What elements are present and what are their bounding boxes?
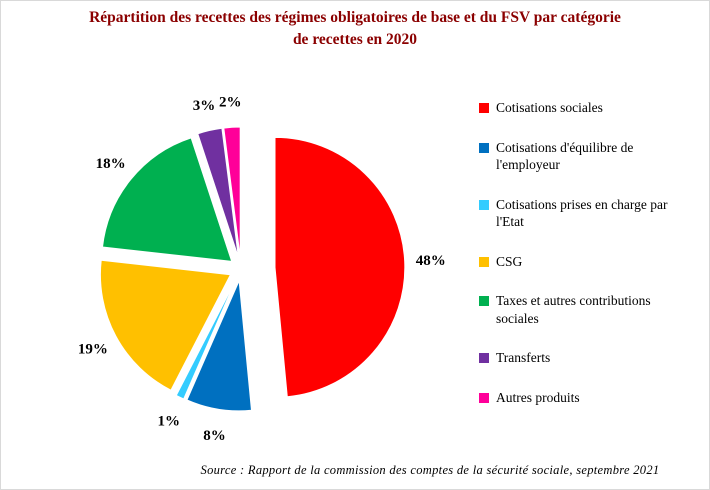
legend-label: Taxes et autres contributions sociales [496, 293, 651, 326]
pie-percent-label: 3% [193, 98, 216, 114]
chart-title-line1: Répartition des recettes des régimes obl… [89, 9, 621, 26]
pie-slice [186, 278, 253, 412]
legend-item: Cotisations d'équilibre de l'employeur [479, 139, 697, 174]
legend-item: Autres produits [479, 389, 697, 407]
legend-swatch [479, 392, 489, 403]
legend-swatch [479, 142, 489, 153]
legend-item: Taxes et autres contributions sociales [479, 292, 697, 327]
legend-label: Cotisations d'équilibre de l'employeur [496, 139, 634, 173]
legend-swatch [479, 353, 489, 364]
pie-slice [99, 259, 232, 391]
pie-chart: 48% 8% 1% 19% 18% 3% 2% [78, 94, 446, 444]
legend-item: CSG [479, 253, 697, 271]
legend-item: Cotisations prises en charge par l'Etat [479, 196, 697, 231]
pie-slice [175, 279, 237, 400]
pie-percent-label: 8% [203, 428, 226, 444]
legend-swatch [479, 103, 489, 113]
legend-label: Transferts [496, 350, 551, 366]
legend-item: Cotisations sociales [479, 99, 697, 117]
source-note: Source : Rapport de la commission des co… [200, 463, 660, 477]
pie-percent-label: 19% [78, 341, 108, 357]
pie-slice [197, 127, 239, 258]
legend-item: Transferts [479, 349, 697, 367]
legend-swatch [479, 199, 489, 210]
pie-slice [223, 126, 241, 258]
pie-percent-label: 1% [158, 414, 181, 430]
pie-chart-area: 48% 8% 1% 19% 18% 3% 2% [1, 51, 471, 481]
pie-slice [274, 136, 406, 398]
pie-percent-label: 48% [416, 253, 446, 269]
legend-swatch [479, 296, 489, 307]
legend-label: Cotisations sociales [496, 100, 603, 115]
legend: Cotisations sociales Cotisations d'équil… [479, 99, 697, 428]
pie-slice [101, 137, 233, 262]
chart-title-line2: de recettes en 2020 [292, 31, 418, 49]
legend-swatch [479, 256, 489, 267]
legend-label: Autres produits [496, 389, 580, 405]
legend-label: CSG [496, 253, 523, 269]
pie-percent-label: 18% [96, 156, 126, 172]
chart-title: Répartition des recettes des régimes obl… [9, 7, 701, 52]
pie-percent-label: 2% [219, 94, 242, 110]
legend-label: Cotisations prises en charge par l'Etat [496, 196, 668, 230]
